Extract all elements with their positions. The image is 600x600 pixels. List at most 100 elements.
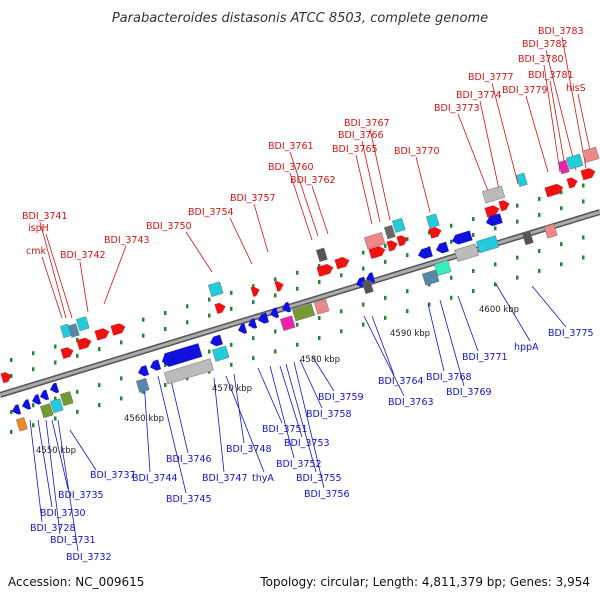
gene-arrow-reverse (418, 246, 433, 259)
gene-label-bdi-3756: BDI_3756 (304, 489, 350, 500)
gene-arrow-reverse (270, 307, 280, 318)
gene-feature (250, 286, 260, 297)
gene-label-bdi-3767: BDI_3767 (344, 118, 390, 129)
leader-line (79, 261, 89, 313)
gene-arrow-reverse (282, 301, 292, 313)
gene-feature (76, 337, 92, 350)
tick-outer-forward (516, 203, 519, 208)
leader-line (355, 154, 373, 225)
gene-feature (361, 279, 374, 294)
tick-outer-forward (54, 344, 57, 349)
gene-label-bdi-3728: BDI_3728 (30, 523, 76, 534)
gene-label-bdi-3758: BDI_3758 (306, 409, 352, 420)
gene-arrow-reverse (452, 230, 473, 245)
gene-feature (363, 232, 386, 250)
gene-arrow-forward (396, 235, 408, 247)
gene-label-bdi-3781: BDI_3781 (528, 70, 574, 81)
gene-label-bdi-3753: BDI_3753 (284, 438, 330, 449)
gene-label-bdi-3757: BDI_3757 (230, 193, 276, 204)
leader-line (233, 373, 245, 444)
gene-arrow-forward (274, 281, 284, 292)
gene-label-hppa: hppA (514, 342, 539, 353)
gene-box (425, 213, 440, 229)
gene-label-bdi-3759: BDI_3759 (318, 392, 364, 403)
gene-box (39, 403, 54, 419)
leader-line (457, 113, 491, 197)
gene-feature (49, 398, 64, 414)
tick-outer-forward (164, 310, 167, 315)
leader-line (51, 419, 69, 490)
gene-feature (162, 343, 203, 367)
leader-line (371, 315, 395, 376)
gene-arrow-reverse (238, 323, 248, 334)
gene-arrow-forward (386, 240, 398, 252)
leader-line (427, 303, 445, 372)
tick-inner-forward (406, 253, 409, 258)
gene-label-bdi-3741: BDI_3741 (22, 211, 68, 222)
gene-box (207, 281, 224, 297)
tick-inner-forward (582, 199, 585, 204)
gene-label-bdi-3769: BDI_3769 (446, 387, 492, 398)
gene-feature (581, 146, 600, 163)
tick-outer-reverse (406, 309, 409, 314)
scale-label-4560: 4560 kbp (124, 414, 164, 424)
leader-line (29, 419, 43, 523)
gene-feature (67, 323, 80, 338)
leader-line (39, 221, 67, 319)
tick-inner-forward (230, 306, 233, 311)
gene-label-bdi-3780: BDI_3780 (518, 54, 564, 65)
gene-feature (60, 347, 74, 359)
gene-label-bdi-3747: BDI_3747 (202, 473, 248, 484)
tick-inner-forward (296, 286, 299, 291)
gene-box (75, 316, 90, 332)
gene-feature (39, 403, 54, 419)
tick-inner-forward (98, 347, 101, 352)
gene-box (59, 391, 74, 407)
gene-feature (557, 159, 570, 175)
tick-outer-forward (428, 230, 431, 235)
gene-feature (383, 224, 396, 240)
gene-label-bdi-3766: BDI_3766 (338, 130, 384, 141)
gene-feature (207, 281, 224, 297)
tick-outer-reverse (274, 349, 277, 354)
gene-label-thya: thyA (252, 473, 274, 484)
gene-label-bdi-3764: BDI_3764 (378, 376, 424, 387)
leader-line (545, 49, 577, 171)
tick-outer-forward (296, 270, 299, 275)
leader-line (311, 355, 335, 392)
gene-box (67, 323, 80, 338)
gene-feature (59, 391, 74, 407)
tick-inner-forward (472, 233, 475, 238)
tick-inner-reverse (538, 248, 541, 253)
scale-label-4590: 4590 kbp (390, 329, 430, 339)
tick-inner-reverse (274, 329, 277, 334)
gene-label-bdi-3730: BDI_3730 (40, 508, 86, 519)
gene-feature (421, 269, 440, 286)
gene-feature (515, 172, 528, 187)
gene-feature (40, 389, 50, 401)
tick-inner-forward (560, 206, 563, 211)
gene-arrow-forward (94, 328, 110, 341)
gene-feature (566, 177, 578, 189)
gene-arrow-reverse (138, 365, 150, 377)
tick-inner-reverse (560, 242, 563, 247)
gene-box (49, 398, 64, 414)
gene-feature (163, 358, 214, 385)
tick-inner-reverse (384, 295, 387, 300)
gene-box (475, 235, 500, 254)
tick-outer-reverse (164, 382, 167, 387)
gene-feature (22, 399, 32, 410)
tick-outer-reverse (494, 282, 497, 287)
tick-inner-forward (384, 259, 387, 264)
tick-outer-reverse (428, 302, 431, 307)
gene-feature (110, 323, 126, 336)
gene-arrow-reverse (12, 404, 22, 415)
leader-line (543, 64, 561, 173)
tick-inner-reverse (296, 322, 299, 327)
tick-outer-reverse (560, 262, 563, 267)
gene-feature (138, 365, 150, 377)
gene-box (565, 153, 584, 170)
gene-label-hiss: hisS (566, 83, 586, 94)
gene-label-bdi-3775: BDI_3775 (548, 328, 594, 339)
leader-line (549, 80, 567, 173)
